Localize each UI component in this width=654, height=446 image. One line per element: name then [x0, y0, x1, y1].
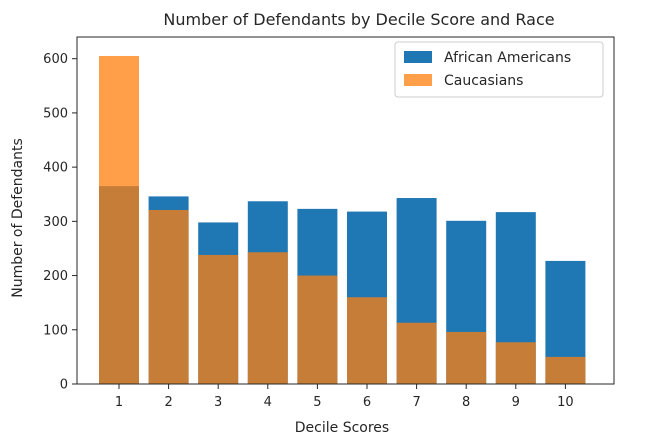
x-tick-label: 3 — [214, 395, 222, 410]
bars-layer — [99, 55, 586, 384]
legend-swatch-caucasians — [404, 74, 432, 86]
chart-title: Number of Defendants by Decile Score and… — [163, 10, 554, 29]
bar-caucasians-2 — [148, 209, 189, 384]
legend-label-african-americans: African Americans — [444, 50, 571, 66]
y-tick-label: 100 — [43, 323, 68, 338]
bar-caucasians-9 — [495, 342, 536, 384]
x-axis-title: Decile Scores — [295, 420, 389, 436]
bar-caucasians-5 — [297, 275, 338, 384]
plot-frame — [76, 36, 615, 385]
y-axis-title: Number of Defendants — [10, 138, 26, 298]
y-tick-label: 500 — [43, 106, 68, 121]
bar-caucasians-6 — [347, 297, 387, 384]
x-tick-label: 1 — [115, 395, 123, 410]
bar-caucasians-10 — [545, 356, 586, 384]
bar-caucasians-8 — [446, 331, 487, 384]
axes-layer: 0 100 200 300 400 500 600 1 2 3 4 5 6 7 8 9 10 — [43, 36, 615, 410]
y-tick-label: 400 — [43, 161, 68, 176]
bar-caucasians-1 — [99, 55, 139, 384]
x-tick-label: 7 — [412, 395, 420, 410]
y-tick-label: 0 — [60, 378, 68, 393]
x-tick-label: 6 — [363, 395, 371, 410]
y-tick-label: 600 — [43, 52, 68, 67]
x-tick-label: 2 — [164, 395, 172, 410]
x-tick-label: 4 — [264, 395, 272, 410]
legend-box — [394, 41, 604, 98]
legend-swatch-african-americans — [404, 51, 432, 63]
y-tick-label: 300 — [43, 215, 68, 230]
bar-caucasians-3 — [198, 254, 239, 384]
x-tick-label: 9 — [512, 395, 520, 410]
x-tick-label: 8 — [462, 395, 470, 410]
x-tick-label: 10 — [557, 395, 574, 410]
bar-caucasians-4 — [247, 252, 288, 384]
legend-label-caucasians: Caucasians — [444, 73, 523, 89]
x-tick-label: 5 — [313, 395, 321, 410]
bar-caucasians-7 — [396, 322, 437, 384]
legend: African Americans Caucasians — [394, 41, 604, 98]
y-tick-label: 200 — [43, 269, 68, 284]
